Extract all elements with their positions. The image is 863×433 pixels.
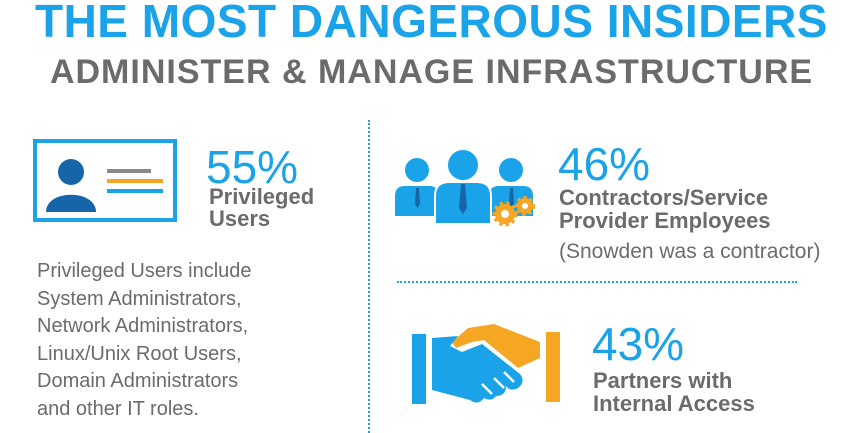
handshake-icon bbox=[412, 324, 560, 404]
description-line: Domain Administrators bbox=[37, 370, 239, 393]
vertical-divider bbox=[368, 120, 370, 433]
description-line: and other IT roles. bbox=[37, 397, 199, 420]
stat-contractors-percent: 46% bbox=[558, 138, 651, 190]
stat-contractors-label-2: Provider Employees bbox=[559, 208, 771, 233]
description-line: Linux/Unix Root Users, bbox=[37, 342, 242, 365]
id-card-icon bbox=[33, 139, 177, 222]
stat-partners-label-1: Partners with bbox=[593, 368, 733, 393]
stat-privileged-percent: 55% bbox=[206, 141, 299, 193]
description-line: System Administrators, bbox=[37, 287, 242, 310]
stat-partners-percent: 43% bbox=[592, 318, 685, 370]
stat-contractors-label-1: Contractors/Service bbox=[559, 185, 769, 210]
privileged-description: Privileged Users include System Administ… bbox=[37, 258, 252, 424]
stat-privileged-label-1: Privileged bbox=[209, 184, 315, 209]
description-line: Privileged Users include bbox=[37, 260, 252, 282]
stat-privileged-label-2: Users bbox=[209, 206, 271, 231]
page-title: THE MOST DANGEROUS INSIDERS bbox=[34, 0, 828, 47]
horizontal-divider bbox=[397, 281, 797, 283]
page-subtitle: ADMINISTER & MANAGE INFRASTRUCTURE bbox=[49, 53, 814, 91]
stat-contractors-note: (Snowden was a contractor) bbox=[559, 240, 821, 263]
team-gears-icon bbox=[395, 148, 535, 227]
description-line: Network Administrators, bbox=[37, 315, 249, 338]
stat-partners-label-2: Internal Access bbox=[593, 391, 755, 416]
